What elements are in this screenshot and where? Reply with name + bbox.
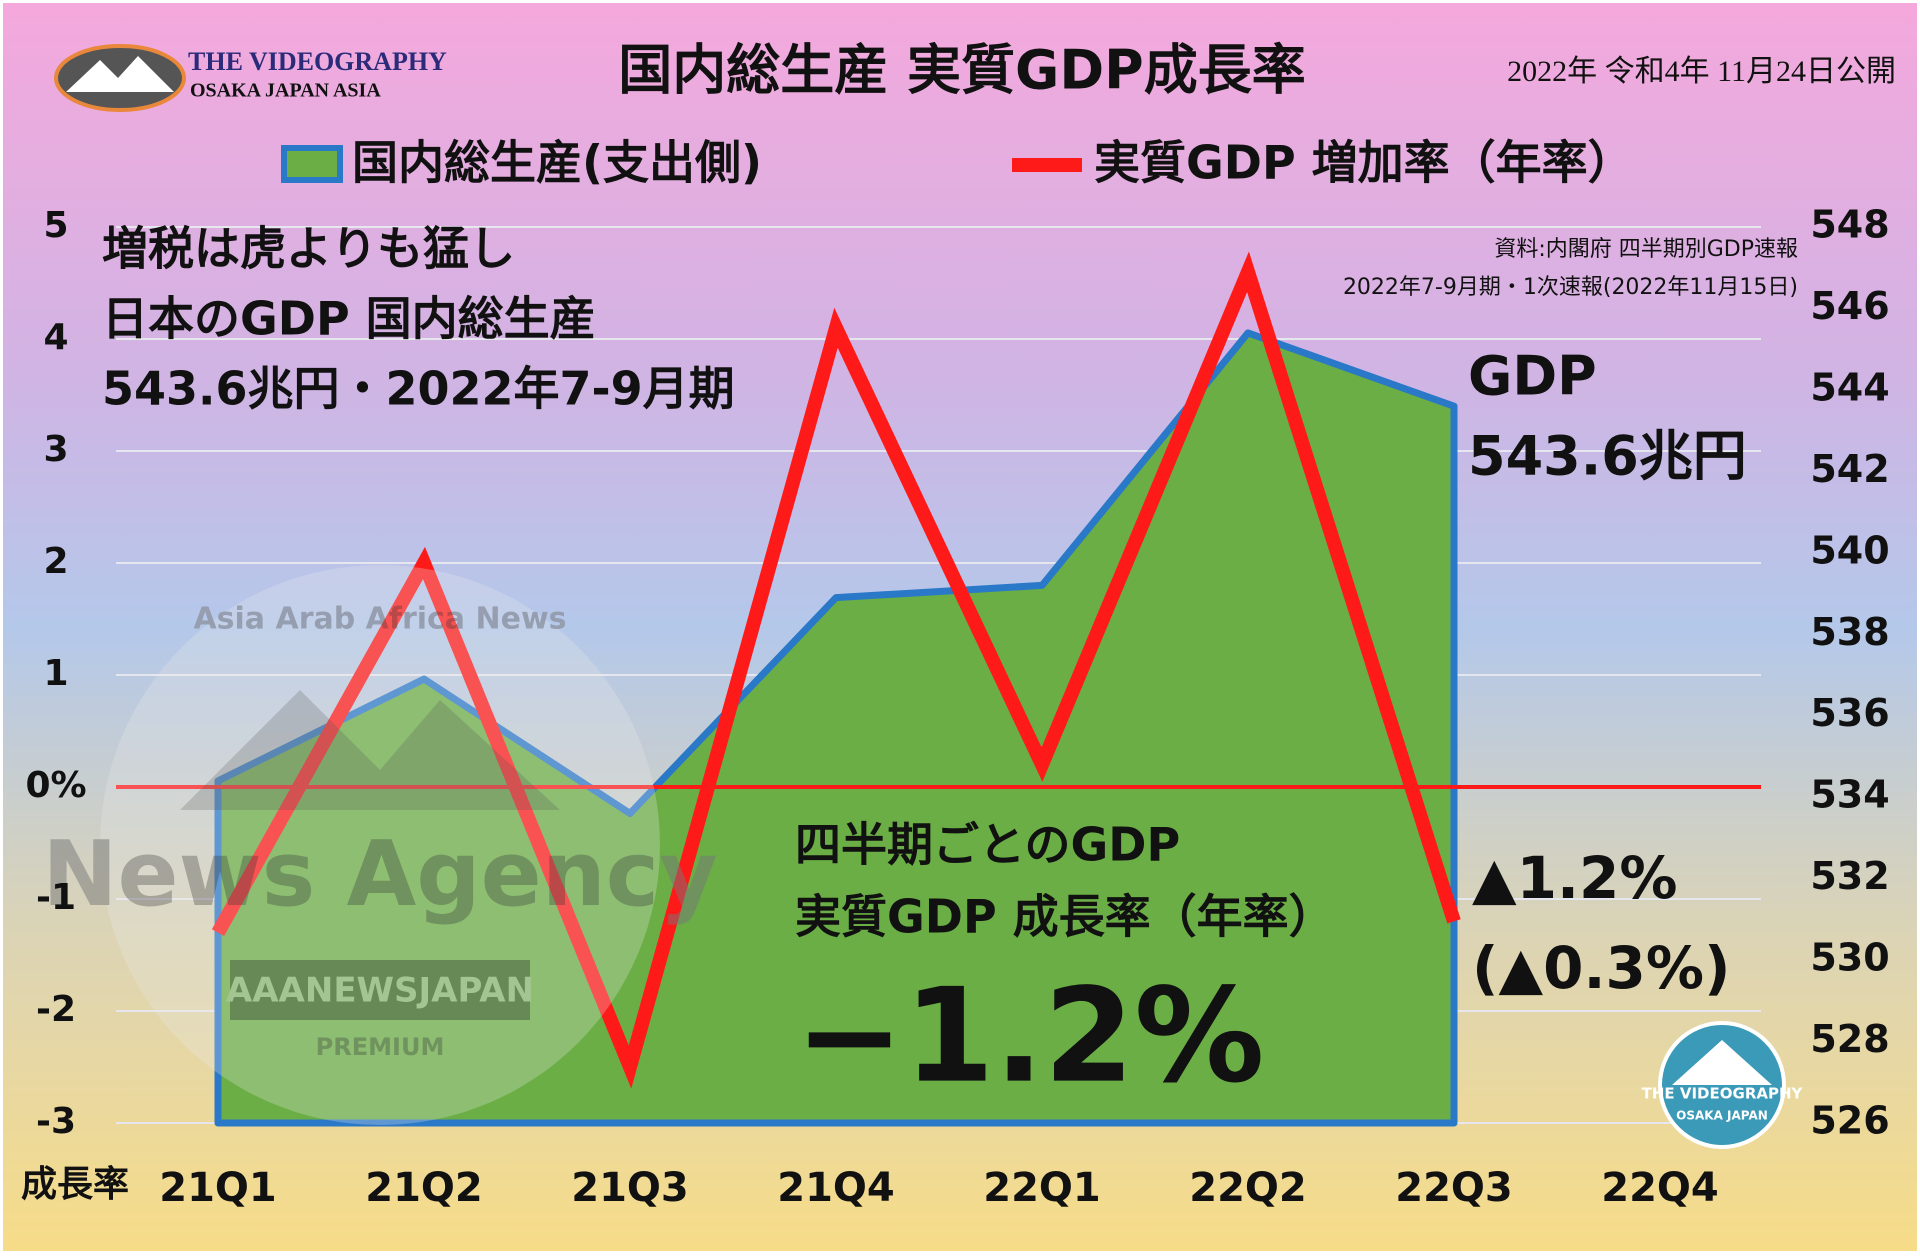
y2-tick-label: 540	[1810, 528, 1889, 572]
y2-tick-label: 542	[1810, 447, 1889, 491]
watermark-banner-bg	[230, 960, 530, 1020]
source: 2022年7-9月期・1次速報(2022年11月15日)	[1343, 275, 1798, 300]
x-tick-label: 22Q4	[1601, 1165, 1719, 1211]
watermark-ring: Asia Arab Africa News	[193, 602, 566, 637]
watermark-main: News Agency	[42, 822, 718, 927]
y-tick-label: 3	[43, 429, 68, 470]
footer-logo-line2: OSAKA JAPAN	[1676, 1109, 1768, 1123]
footer-logo-mountain	[1672, 1040, 1772, 1085]
right-label: ▲1.2%	[1472, 844, 1677, 912]
legend-label: 国内総生産(支出側)	[352, 136, 762, 190]
y2-tick-label: 528	[1810, 1017, 1889, 1061]
y-tick-label: 4	[43, 317, 68, 358]
watermark-sub: PREMIUM	[316, 1033, 445, 1061]
y-tick-label: -2	[36, 989, 76, 1030]
x-tick-label: 21Q1	[159, 1165, 277, 1211]
x-tick-label: 22Q1	[983, 1165, 1101, 1211]
logo-line1: THE VIDEOGRAPHY	[188, 47, 447, 76]
watermark-banner: AAANEWSJAPAN	[226, 971, 534, 1011]
y-tick-label: 5	[43, 205, 68, 246]
headline: 増税は虎よりも猛し	[102, 222, 515, 276]
right-label: (▲0.3%)	[1472, 934, 1730, 1002]
legend-swatch	[281, 145, 343, 183]
line	[211, 251, 1461, 1089]
center-label: −1.2%	[795, 960, 1264, 1112]
x-tick-label: 22Q3	[1395, 1165, 1513, 1211]
plot-area	[116, 226, 1761, 1127]
x-tick-label: 21Q3	[571, 1165, 689, 1211]
y-tick-label: -3	[36, 1101, 76, 1142]
headline: 543.6兆円・2022年7-9月期	[102, 362, 735, 416]
gdp-label: 543.6兆円	[1468, 425, 1747, 488]
y2-tick-label: 544	[1810, 365, 1889, 409]
y-tick-label: -1	[36, 877, 76, 918]
y2-tick-label: 536	[1810, 691, 1889, 735]
legend-label: 実質GDP 増加率（年率）	[1094, 136, 1634, 190]
y-tick-label: 1	[43, 653, 68, 694]
watermark-mountain	[180, 690, 560, 810]
y2-tick-label: 532	[1810, 854, 1889, 898]
y2-tick-label: 526	[1810, 1099, 1889, 1143]
watermark: Asia Arab Africa News News Agency AAANEW…	[42, 565, 718, 1125]
source: 資料:内閣府 四半期別GDP速報	[1494, 237, 1798, 262]
y-tick-label: 0%	[25, 765, 86, 806]
y2-tick-label: 530	[1810, 936, 1889, 980]
y2-tick-label: 548	[1810, 203, 1889, 247]
logo-line2: OSAKA JAPAN ASIA	[190, 80, 381, 102]
y2-tick-label: 538	[1810, 610, 1889, 654]
headline: 日本のGDP 国内総生産	[102, 292, 596, 346]
footer-logo-line1: THE VIDEOGRAPHY	[1642, 1085, 1804, 1103]
center-label: 実質GDP 成長率（年率）	[795, 890, 1335, 944]
x-tick-label: 21Q2	[365, 1165, 483, 1211]
date: 2022年 令和4年 11月24日公開	[1507, 55, 1896, 88]
x-tick-label: 22Q2	[1189, 1165, 1307, 1211]
y2-tick-label: 534	[1810, 773, 1889, 817]
y2-tick-label: 546	[1810, 284, 1889, 328]
logo-mountain	[66, 56, 174, 92]
y-tick-label: 2	[43, 541, 68, 582]
gdp-label: GDP	[1468, 345, 1597, 408]
center-label: 四半期ごとのGDP	[795, 818, 1180, 872]
y-axis-label: 成長率	[21, 1164, 129, 1205]
chart-title: 国内総生産 実質GDP成長率	[618, 39, 1306, 102]
x-tick-label: 21Q4	[777, 1165, 895, 1211]
